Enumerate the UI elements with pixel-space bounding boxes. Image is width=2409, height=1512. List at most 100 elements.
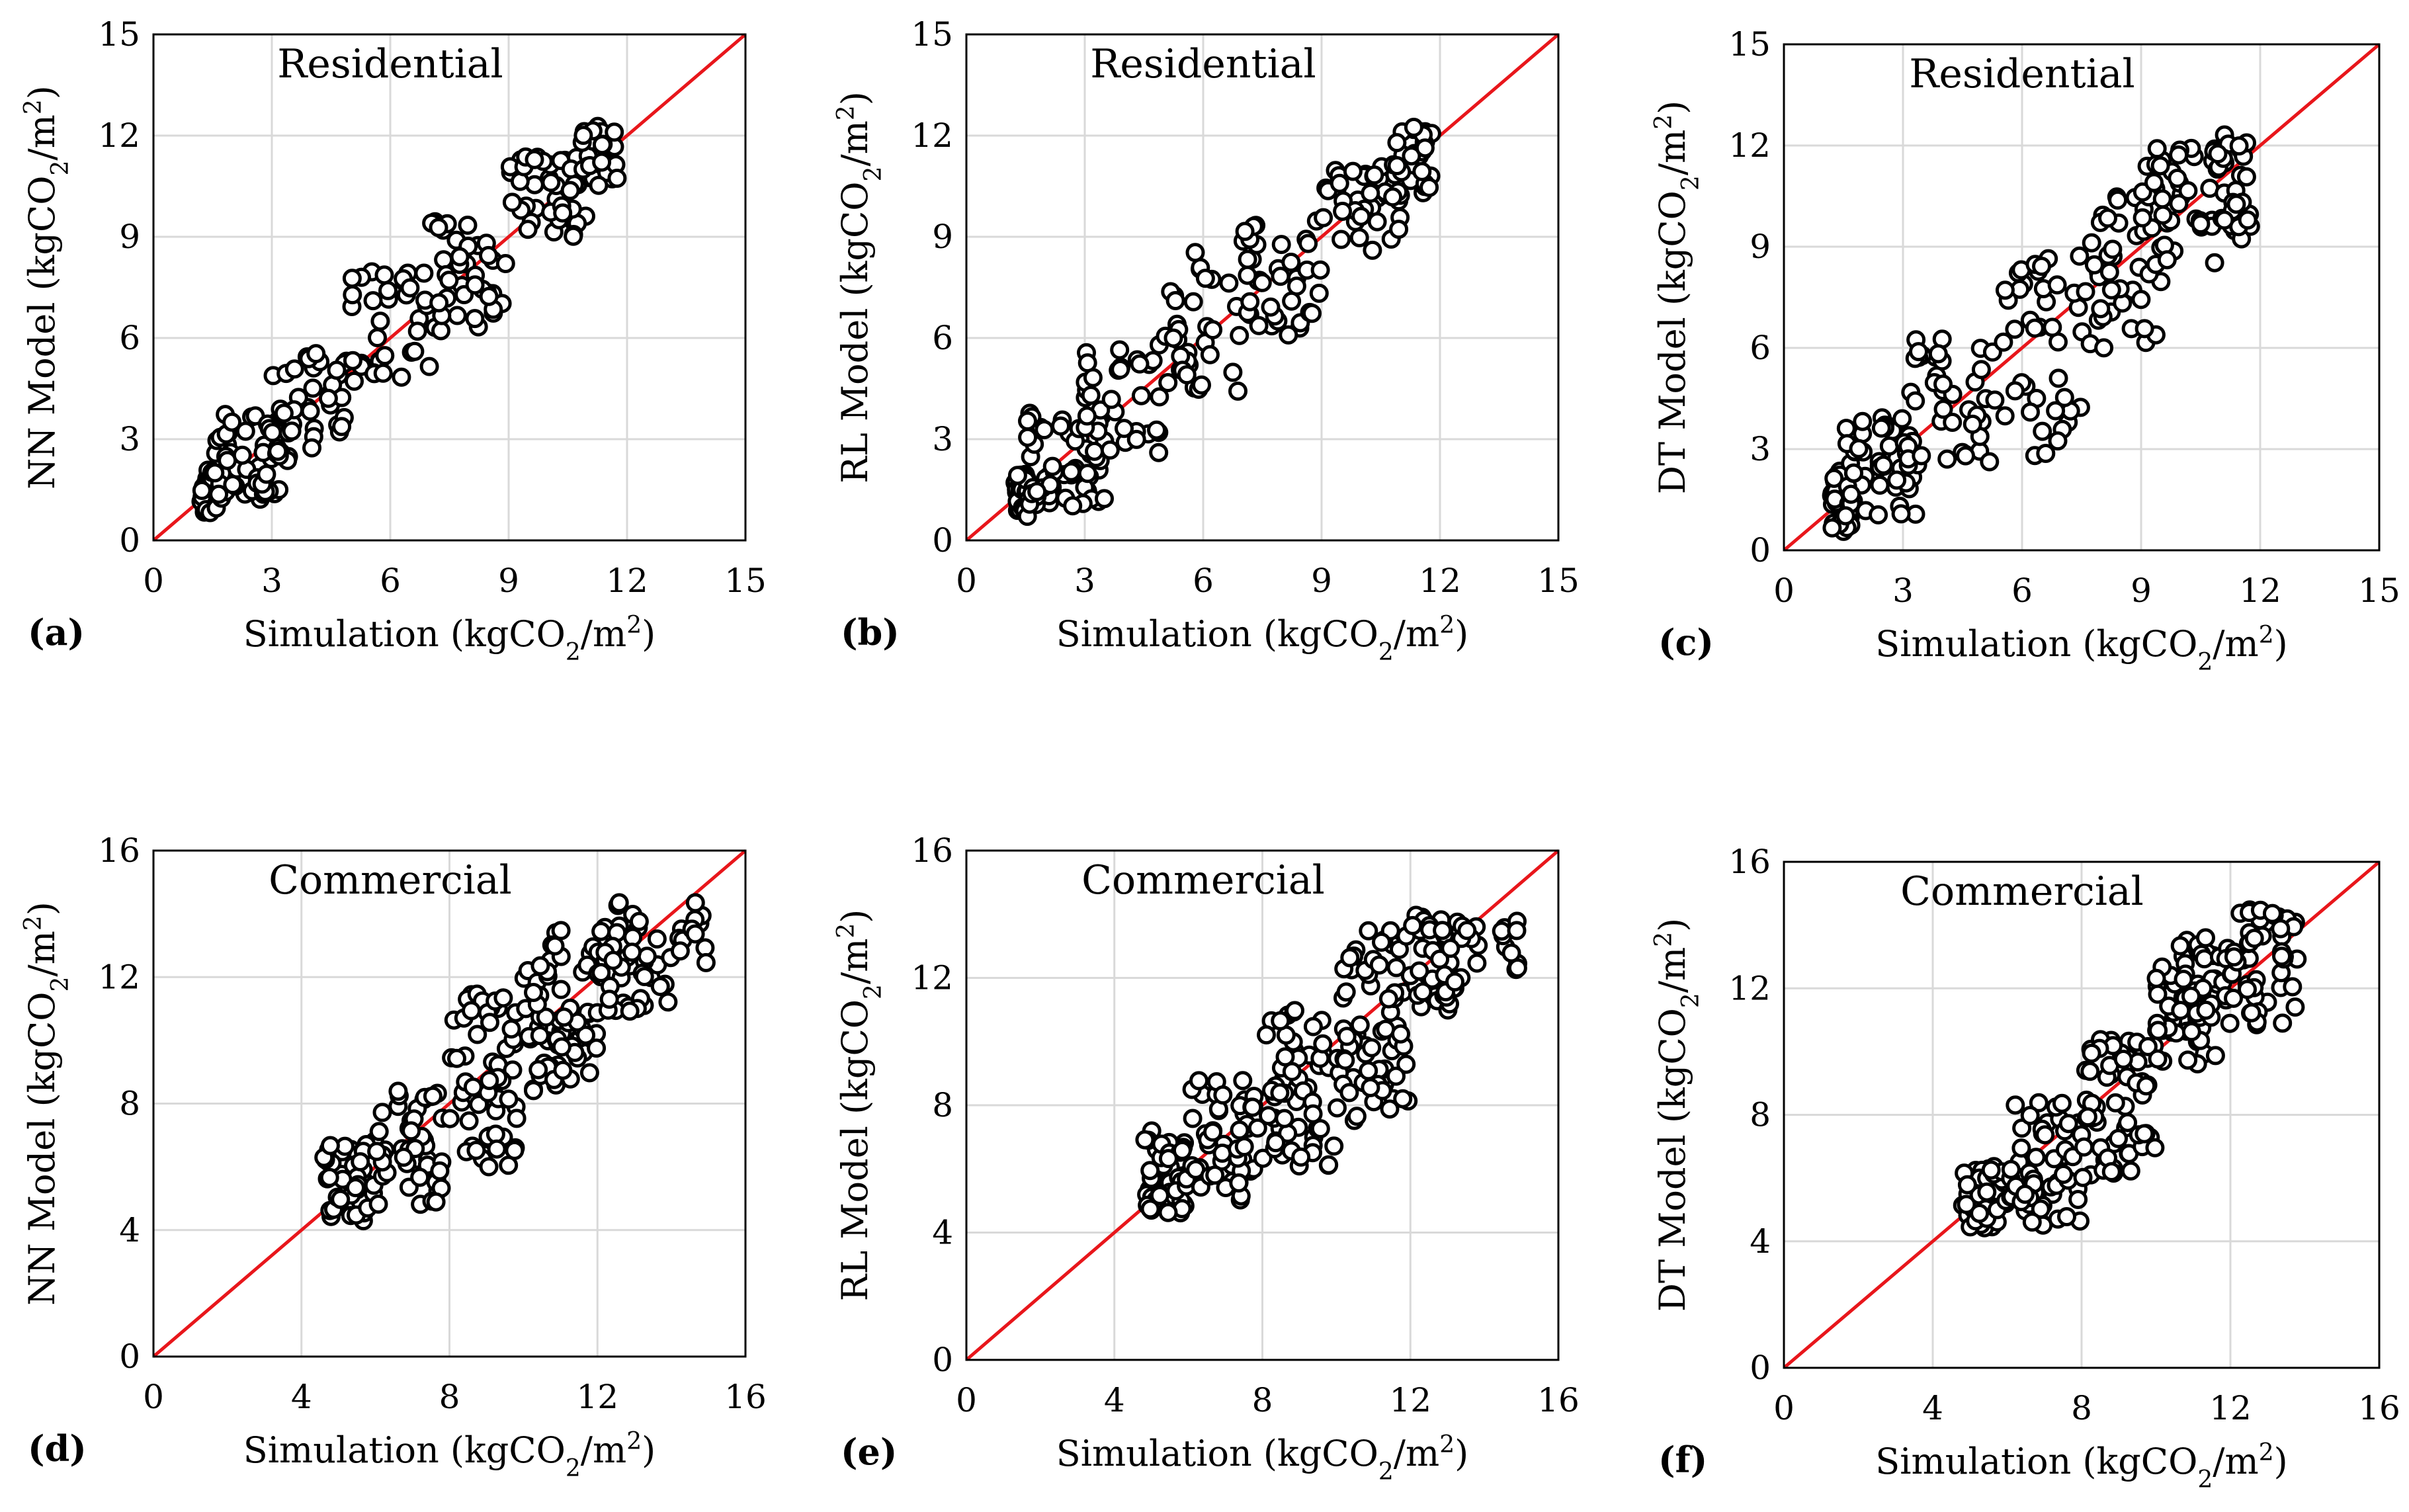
scatter-point: [1957, 1175, 1977, 1195]
scatter-point: [342, 269, 362, 288]
reference-line: [152, 849, 747, 1358]
scatter-point: [2169, 194, 2189, 214]
scatter-point: [1404, 118, 1423, 137]
scatter-point: [1115, 419, 1134, 439]
x-tick-label: 0: [1773, 571, 1795, 610]
scatter-point: [1853, 411, 1873, 431]
scatter-point: [2181, 1022, 2201, 1042]
x-axis-title: Simulation (kgCO2/m2): [1875, 622, 2287, 676]
scatter-point: [599, 989, 619, 1009]
scatter-point: [530, 956, 550, 976]
x-axis-title: Simulation (kgCO2/m2): [243, 1428, 655, 1482]
scatter-point: [363, 291, 383, 311]
scatter-point: [368, 328, 387, 347]
scatter-point: [1891, 504, 1911, 524]
scatter-point: [2049, 368, 2068, 388]
scatter-point: [1062, 462, 1081, 482]
series-label: Commercial: [1900, 868, 2144, 915]
scatter-point: [1149, 442, 1169, 462]
x-tick-label: 0: [143, 1378, 164, 1416]
scatter-point: [1135, 1130, 1155, 1150]
scatter-point: [541, 173, 561, 192]
scatter-point: [507, 1109, 527, 1128]
scatter-point: [447, 1048, 466, 1068]
x-tick-label: 0: [956, 562, 977, 600]
scatter-point: [1412, 161, 1432, 181]
scatter-point: [1027, 482, 1047, 501]
scatter-point: [394, 1148, 413, 1167]
chart-panel: 00 4 4 8 8 12 12 16 16 Commercial Simulation (kgCO…: [1650, 843, 2400, 1493]
scatter-point: [373, 363, 393, 383]
scatter-point: [2272, 946, 2291, 966]
scatter-point: [332, 417, 352, 437]
scatter-point: [1279, 325, 1298, 345]
scatter-point: [479, 1157, 499, 1177]
scatter-point: [1441, 939, 1460, 958]
scatter-point: [1389, 220, 1409, 239]
scatter-point: [2068, 1190, 2088, 1209]
scatter-point: [429, 293, 449, 313]
scatter-point: [1185, 243, 1205, 263]
scatter-point: [1183, 1109, 1203, 1128]
scatter-point: [525, 149, 544, 169]
scatter-point: [1933, 374, 1953, 394]
scatter-point: [1977, 1182, 1997, 1202]
scatter-point: [2226, 194, 2246, 214]
scatter-point: [2084, 255, 2104, 274]
scatter-point: [1410, 961, 1429, 981]
scatter-point: [1367, 212, 1387, 231]
scatter-point: [1873, 455, 1893, 475]
scatter-point: [1035, 420, 1054, 440]
scatter-point: [1150, 387, 1169, 407]
scatter-point: [2035, 1125, 2055, 1145]
panel-label: (c): [1658, 621, 1714, 663]
scatter-point: [2196, 928, 2215, 948]
scatter-point: [1359, 1061, 1378, 1081]
scatter-point: [524, 1081, 543, 1101]
scatter-point: [2238, 980, 2257, 999]
panel-label: (b): [841, 611, 900, 653]
scatter-point: [2170, 936, 2190, 956]
scatter-point: [346, 1178, 365, 1198]
scatter-point: [480, 1013, 499, 1032]
panel-label: (e): [841, 1431, 897, 1473]
y-tick-label: 3: [932, 420, 953, 458]
scatter-point: [1391, 1024, 1410, 1044]
x-tick-label: 6: [1193, 562, 1214, 600]
scatter-point: [1078, 464, 1097, 483]
scatter-point: [1203, 320, 1223, 339]
scatter-point: [1192, 375, 1211, 395]
y-tick-label: 12: [1728, 969, 1771, 1007]
scatter-point: [553, 203, 573, 223]
scatter-point: [1077, 406, 1097, 426]
y-axis-title: RL Model (kgCO2/m2): [833, 91, 887, 483]
scatter-point: [1200, 345, 1220, 364]
scatter-point: [410, 1167, 430, 1187]
scatter-point: [351, 1152, 370, 1171]
scatter-point: [1095, 489, 1114, 509]
scatter-point: [1195, 269, 1215, 288]
scatter-point: [468, 1025, 487, 1044]
scatter-point: [2026, 1148, 2046, 1167]
scatter-point: [629, 911, 649, 931]
scatter-point: [501, 1019, 521, 1039]
scatter-point: [1018, 427, 1038, 447]
scatter-point: [1230, 325, 1249, 345]
scatter-point: [2148, 1049, 2168, 1069]
plot-frame: [965, 33, 1560, 542]
scatter-point: [2054, 1165, 2073, 1184]
scatter-point: [2070, 246, 2090, 266]
scatter-point: [2178, 181, 2198, 200]
scatter-point: [1963, 414, 1982, 434]
x-tick-label: 8: [2071, 1389, 2092, 1427]
scatter-point: [530, 1026, 550, 1046]
scatter-point: [2133, 208, 2152, 228]
scatter-point: [650, 977, 670, 996]
scatter-point: [374, 265, 394, 285]
y-tick-label: 0: [1750, 1349, 1771, 1387]
scatter-point: [1980, 452, 2000, 472]
scatter-point: [2153, 205, 2173, 225]
scatter-point: [1507, 958, 1527, 978]
scatter-point: [1879, 436, 1899, 456]
scatter-point: [2148, 1021, 2168, 1040]
